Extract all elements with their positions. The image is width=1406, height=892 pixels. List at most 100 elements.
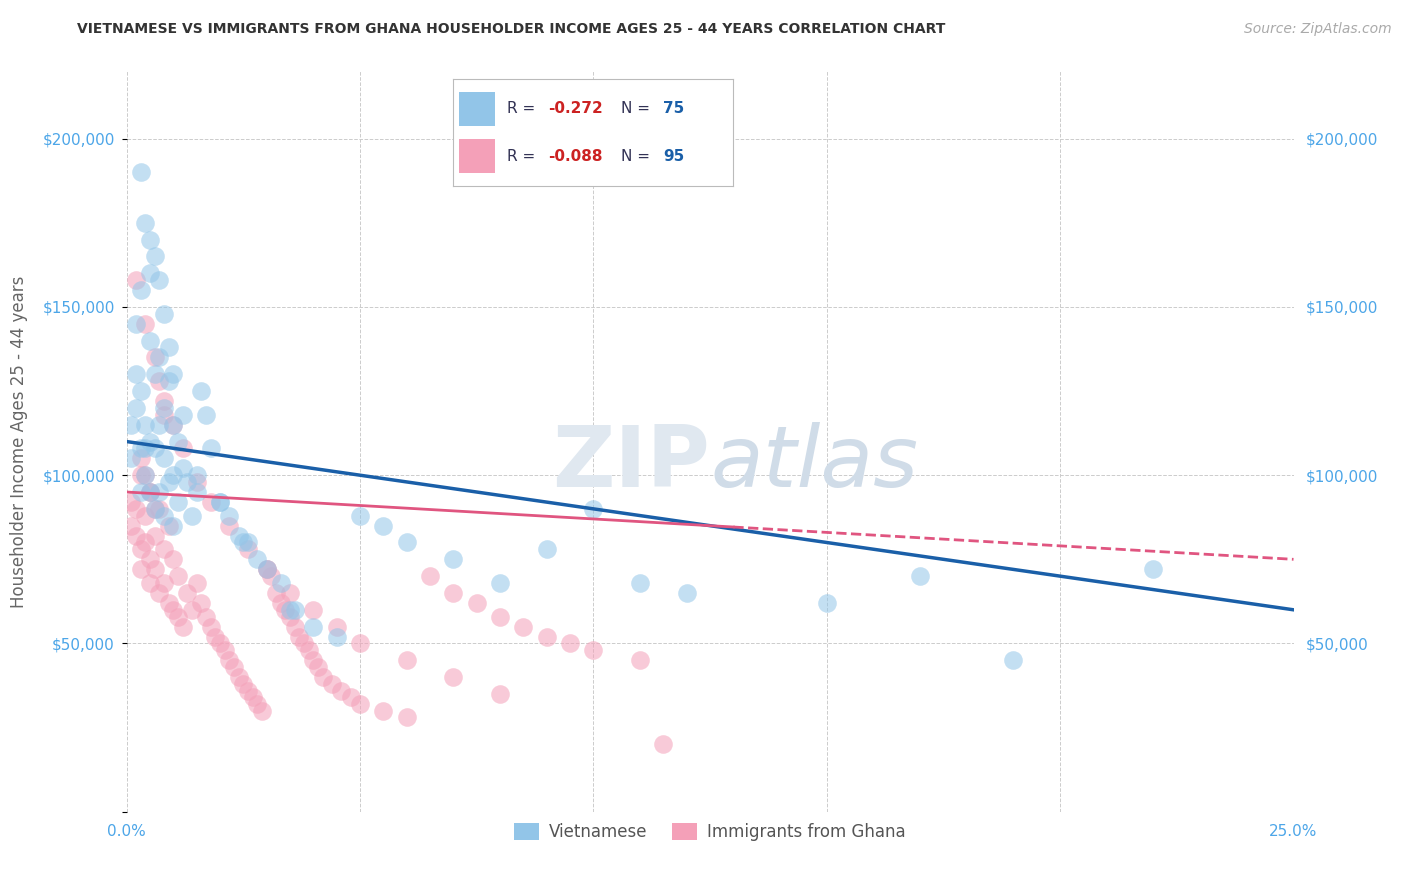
Point [349, 508, 371, 523]
Point [139, 485, 162, 500]
Point [373, 704, 395, 718]
Point [232, 535, 254, 549]
Point [218, 518, 240, 533]
Point [200, 619, 222, 633]
Point [208, 636, 231, 650]
Point [162, 603, 184, 617]
Point [214, 643, 236, 657]
Point [325, 630, 347, 644]
Point [125, 501, 148, 516]
Point [129, 384, 152, 398]
Y-axis label: Householder Income Ages 25 - 44 years: Householder Income Ages 25 - 44 years [10, 276, 28, 607]
Point [162, 518, 184, 533]
Point [628, 653, 651, 667]
Point [120, 417, 142, 432]
Point [236, 535, 259, 549]
Point [125, 368, 148, 382]
Point [148, 485, 170, 500]
Point [148, 351, 170, 365]
Text: atlas: atlas [710, 422, 918, 505]
Point [157, 475, 180, 489]
Point [143, 529, 166, 543]
Point [129, 283, 152, 297]
Point [302, 603, 325, 617]
Point [232, 677, 254, 691]
Point [288, 630, 311, 644]
Point [125, 401, 148, 415]
Point [134, 535, 156, 549]
Point [190, 596, 212, 610]
Text: ZIP: ZIP [553, 422, 710, 505]
Point [270, 575, 292, 590]
Point [125, 273, 148, 287]
Point [284, 603, 307, 617]
Point [208, 495, 231, 509]
Point [120, 518, 142, 533]
Point [325, 619, 347, 633]
Point [157, 340, 180, 354]
Text: Source: ZipAtlas.com: Source: ZipAtlas.com [1244, 22, 1392, 37]
Point [441, 670, 464, 684]
Point [120, 495, 142, 509]
Point [139, 485, 162, 500]
Point [153, 307, 176, 321]
Point [134, 508, 156, 523]
Point [908, 569, 931, 583]
Point [139, 266, 162, 280]
Point [148, 586, 170, 600]
Point [134, 468, 156, 483]
Point [134, 417, 156, 432]
Point [465, 596, 488, 610]
Point [186, 475, 208, 489]
Point [236, 542, 259, 557]
Point [157, 374, 180, 388]
Point [153, 401, 176, 415]
Point [256, 562, 278, 576]
Point [162, 417, 184, 432]
Point [129, 442, 152, 456]
Point [186, 468, 208, 483]
Point [274, 603, 297, 617]
Point [536, 542, 558, 557]
Point [129, 485, 152, 500]
Point [186, 575, 208, 590]
Point [172, 408, 194, 422]
Point [218, 508, 240, 523]
Point [148, 501, 170, 516]
Point [139, 334, 162, 348]
Point [222, 660, 245, 674]
Point [125, 317, 148, 331]
Point [186, 485, 208, 500]
Point [139, 233, 162, 247]
Point [143, 562, 166, 576]
Point [176, 475, 198, 489]
Point [129, 542, 152, 557]
Point [256, 562, 278, 576]
Point [284, 619, 307, 633]
Point [228, 670, 250, 684]
Point [139, 575, 162, 590]
Point [148, 273, 170, 287]
Point [330, 683, 353, 698]
Point [512, 619, 534, 633]
Point [153, 575, 176, 590]
Point [167, 495, 190, 509]
Point [236, 683, 259, 698]
Point [208, 495, 231, 509]
Point [134, 317, 156, 331]
Point [278, 603, 301, 617]
Point [167, 434, 190, 449]
Point [395, 653, 418, 667]
Point [139, 434, 162, 449]
Point [218, 653, 240, 667]
Point [176, 586, 198, 600]
Point [558, 636, 581, 650]
Point [311, 670, 333, 684]
Point [143, 368, 166, 382]
Legend: Vietnamese, Immigrants from Ghana: Vietnamese, Immigrants from Ghana [508, 816, 912, 847]
Point [172, 461, 194, 475]
Point [302, 653, 325, 667]
Point [139, 485, 162, 500]
Point [162, 468, 184, 483]
Point [153, 394, 176, 409]
